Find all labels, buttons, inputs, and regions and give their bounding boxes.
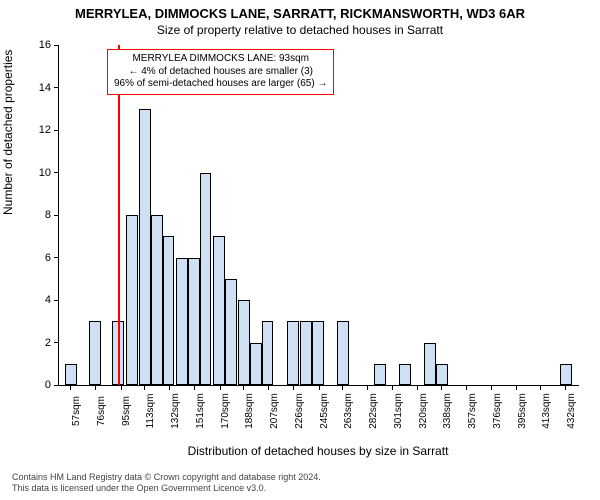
x-tick (565, 385, 566, 390)
y-tick-label: 12 (39, 124, 51, 136)
annotation-line: 96% of semi-detached houses are larger (… (114, 78, 327, 91)
x-tick (342, 385, 343, 390)
histogram-bar (163, 236, 175, 385)
y-tick (54, 385, 59, 386)
histogram-bar (176, 258, 188, 386)
x-tick (268, 385, 269, 390)
histogram-bar (287, 321, 299, 385)
chart-subtitle: Size of property relative to detached ho… (0, 23, 600, 37)
x-tick (70, 385, 71, 390)
reference-line (118, 45, 120, 385)
y-tick-label: 14 (39, 82, 51, 94)
histogram-bar (65, 364, 77, 385)
histogram-bar (213, 236, 225, 385)
x-tick (417, 385, 418, 390)
y-axis-label: Number of detached properties (1, 50, 15, 215)
x-tick (144, 385, 145, 390)
histogram-bar (250, 343, 262, 386)
y-tick-label: 6 (45, 252, 51, 264)
y-tick (54, 130, 59, 131)
y-tick-label: 10 (39, 167, 51, 179)
x-tick-label: 226sqm (294, 393, 305, 429)
y-tick (54, 257, 59, 258)
histogram-bar (374, 364, 386, 385)
x-tick (392, 385, 393, 390)
y-tick (54, 45, 59, 46)
x-tick (293, 385, 294, 390)
x-tick (95, 385, 96, 390)
x-tick (220, 385, 221, 390)
footer-line: Contains HM Land Registry data © Crown c… (12, 472, 588, 483)
y-tick-label: 8 (45, 209, 51, 221)
x-tick (367, 385, 368, 390)
x-tick (441, 385, 442, 390)
x-tick (169, 385, 170, 390)
x-tick-label: 413sqm (541, 393, 552, 429)
histogram-bar (424, 343, 436, 386)
histogram-bar (337, 321, 349, 385)
histogram-bar (436, 364, 448, 385)
y-tick (54, 215, 59, 216)
chart-title: MERRYLEA, DIMMOCKS LANE, SARRATT, RICKMA… (0, 6, 600, 21)
x-axis-label: Distribution of detached houses by size … (58, 444, 578, 458)
footer-line: This data is licensed under the Open Gov… (12, 483, 588, 494)
y-tick-label: 2 (45, 337, 51, 349)
x-tick-label: 76sqm (96, 396, 107, 426)
x-tick-label: 57sqm (71, 396, 82, 426)
histogram-bar (139, 109, 151, 385)
x-tick-label: 207sqm (269, 393, 280, 429)
plot-area: 024681012141657sqm76sqm95sqm113sqm132sqm… (58, 45, 579, 386)
histogram-bar (300, 321, 312, 385)
x-tick-label: 376sqm (492, 393, 503, 429)
x-tick-label: 95sqm (121, 396, 132, 426)
y-tick (54, 87, 59, 88)
x-tick-label: 132sqm (170, 393, 181, 429)
y-tick (54, 342, 59, 343)
annotation-line: ← 4% of detached houses are smaller (3) (114, 66, 327, 79)
histogram-bar (560, 364, 572, 385)
x-tick-label: 245sqm (319, 393, 330, 429)
x-tick-label: 188sqm (244, 393, 255, 429)
histogram-bar (225, 279, 237, 385)
y-tick-label: 0 (45, 379, 51, 391)
histogram-bar (262, 321, 274, 385)
chart-container: MERRYLEA, DIMMOCKS LANE, SARRATT, RICKMA… (0, 0, 600, 500)
x-tick-label: 432sqm (566, 393, 577, 429)
x-tick (319, 385, 320, 390)
y-tick (54, 172, 59, 173)
histogram-bar (312, 321, 324, 385)
x-tick (194, 385, 195, 390)
y-tick-label: 16 (39, 39, 51, 51)
footer-attribution: Contains HM Land Registry data © Crown c… (12, 472, 588, 494)
x-tick (516, 385, 517, 390)
x-tick (540, 385, 541, 390)
x-tick-label: 301sqm (393, 393, 404, 429)
histogram-bar (238, 300, 250, 385)
x-tick-label: 320sqm (418, 393, 429, 429)
histogram-bar (399, 364, 411, 385)
histogram-bar (151, 215, 163, 385)
y-tick (54, 300, 59, 301)
histogram-bar (188, 258, 200, 386)
y-tick-label: 4 (45, 294, 51, 306)
x-tick-label: 151sqm (195, 393, 206, 429)
x-tick (243, 385, 244, 390)
x-tick-label: 357sqm (467, 393, 478, 429)
histogram-bar (89, 321, 101, 385)
x-tick-label: 113sqm (145, 394, 156, 429)
x-tick (121, 385, 122, 390)
histogram-bar (200, 173, 212, 386)
annotation-box: MERRYLEA DIMMOCKS LANE: 93sqm← 4% of det… (107, 49, 334, 95)
x-tick-label: 263sqm (343, 393, 354, 429)
x-tick-label: 282sqm (368, 393, 379, 429)
annotation-line: MERRYLEA DIMMOCKS LANE: 93sqm (114, 53, 327, 66)
histogram-bar (126, 215, 138, 385)
x-tick-label: 338sqm (442, 393, 453, 429)
x-tick (491, 385, 492, 390)
x-tick (466, 385, 467, 390)
x-tick-label: 395sqm (517, 393, 528, 429)
x-tick-label: 170sqm (220, 393, 231, 429)
